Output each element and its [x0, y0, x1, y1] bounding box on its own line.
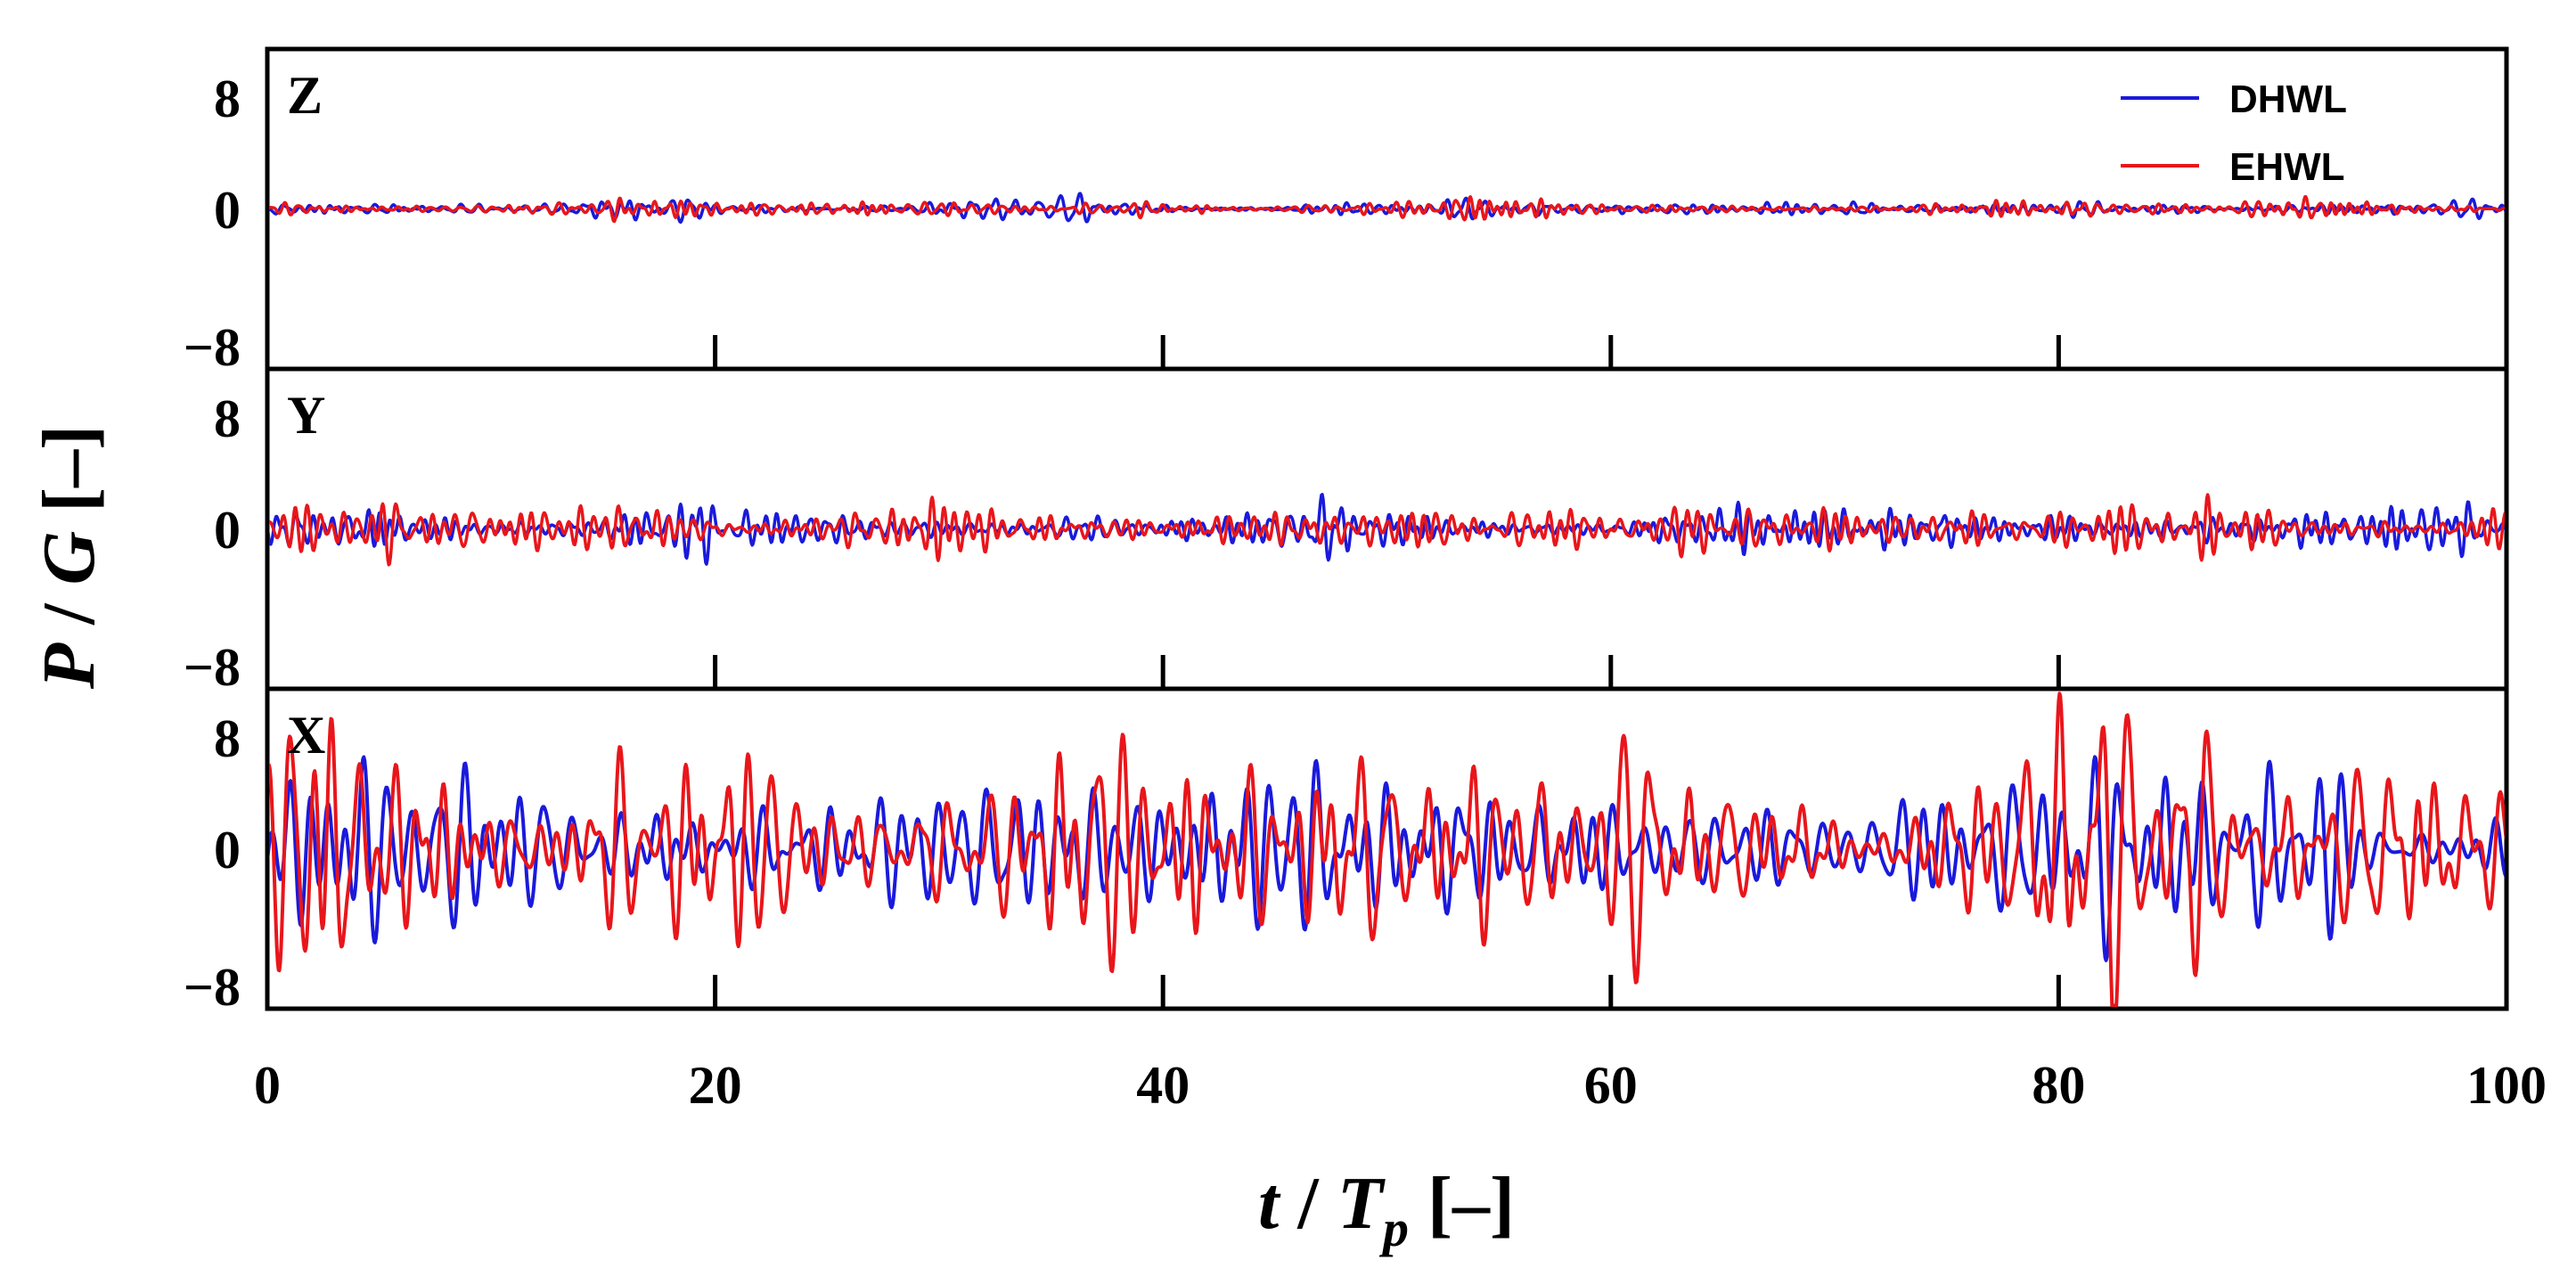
panel-z-yticks: 8 0 −8 [184, 70, 241, 377]
x-tick-label: 80 [2032, 1056, 2085, 1115]
panel-x-label: X [287, 706, 325, 765]
panel-y-label: Y [287, 386, 325, 445]
series-line-ehwl [269, 493, 2505, 567]
x-tick-label: 20 [689, 1056, 742, 1115]
y-tick-label: −8 [184, 958, 241, 1017]
series-line-ehwl [269, 691, 2505, 1007]
panel-z-label: Z [287, 66, 323, 125]
y-tick-label: −8 [184, 318, 241, 377]
series-line-ehwl [269, 195, 2505, 224]
panel-x-yticks: 8 0 −8 [184, 709, 241, 1017]
y-tick-label: −8 [184, 638, 241, 697]
tick-marks [713, 335, 2061, 1009]
x-tick-label: 100 [2466, 1056, 2547, 1115]
legend-label-dhwl: DHWL [2229, 78, 2347, 121]
y-tick-label: 8 [214, 70, 241, 128]
x-tick-label: 60 [1584, 1056, 1638, 1115]
x-axis-label: t / Tp [–] [1258, 1162, 1515, 1257]
legend: DHWL EHWL [2121, 78, 2347, 189]
y-tick-label: 0 [214, 501, 241, 560]
panel-y-yticks: 8 0 −8 [184, 389, 241, 697]
y-tick-label: 0 [214, 181, 241, 240]
x-tick-labels: 0 20 40 60 80 100 [254, 1056, 2547, 1115]
panel-x-lines [269, 691, 2505, 1007]
legend-label-ehwl: EHWL [2229, 145, 2345, 189]
panel-x-frame [265, 686, 2509, 1011]
y-axis-label: P / G [–] [28, 425, 110, 690]
panel-z-lines [269, 192, 2505, 225]
y-tick-label: 8 [214, 709, 241, 768]
y-tick-label: 0 [214, 821, 241, 879]
y-tick-label: 8 [214, 389, 241, 448]
x-tick-label: 40 [1136, 1056, 1190, 1115]
panel-y-lines [269, 493, 2505, 567]
x-tick-label: 0 [254, 1056, 281, 1115]
